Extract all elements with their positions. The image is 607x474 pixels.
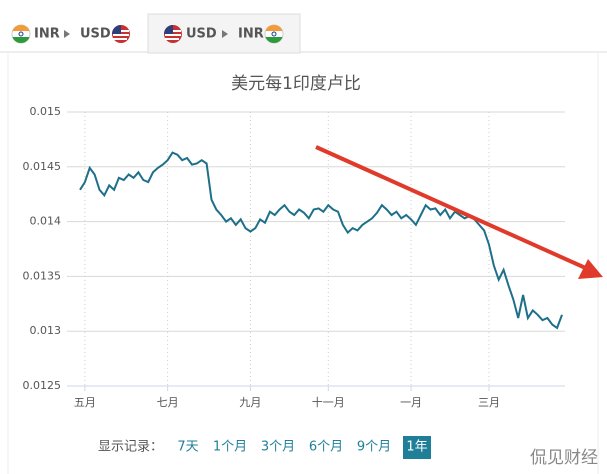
flag-india bbox=[11, 24, 31, 44]
flag-us bbox=[112, 25, 130, 43]
arrow-icon bbox=[64, 30, 70, 38]
range-label: 显示记录： bbox=[98, 440, 163, 455]
y-tick-label: 0.014 bbox=[30, 215, 62, 228]
range-option[interactable]: 9个月 bbox=[357, 440, 391, 455]
range-option[interactable]: 1个月 bbox=[213, 440, 247, 455]
annotation-arrowhead bbox=[578, 259, 603, 279]
range-option[interactable]: 7天 bbox=[177, 440, 198, 455]
range-option[interactable]: 1年 bbox=[406, 440, 427, 455]
x-tick-label: 一月 bbox=[400, 396, 422, 409]
arrow-icon bbox=[222, 30, 228, 38]
x-tick-label: 九月 bbox=[239, 396, 261, 409]
tab-from[interactable]: USD bbox=[186, 27, 217, 42]
range-option[interactable]: 6个月 bbox=[309, 440, 343, 455]
x-tick-label: 五月 bbox=[74, 396, 96, 409]
tab-to[interactable]: USD bbox=[80, 27, 111, 42]
y-tick-label: 0.013 bbox=[30, 324, 62, 337]
flag-india bbox=[264, 24, 284, 44]
tab-bar bbox=[0, 0, 607, 52]
line-series bbox=[79, 151, 563, 330]
y-tick-label: 0.0125 bbox=[23, 379, 62, 392]
x-tick-label: 七月 bbox=[157, 396, 179, 409]
tab-from[interactable]: INR bbox=[34, 27, 60, 42]
x-tick-label: 三月 bbox=[478, 396, 500, 409]
y-tick-label: 0.015 bbox=[30, 105, 62, 118]
tab-to[interactable]: INR bbox=[238, 27, 264, 42]
annotation-arrow bbox=[315, 145, 591, 272]
range-option[interactable]: 3个月 bbox=[261, 440, 295, 455]
chart-title: 美元每1印度卢比 bbox=[231, 74, 361, 94]
y-tick-label: 0.0145 bbox=[23, 160, 62, 173]
x-tick-label: 十一月 bbox=[312, 395, 345, 409]
y-tick-label: 0.0135 bbox=[23, 269, 62, 282]
watermark: 侃见财经 bbox=[530, 448, 598, 468]
flag-us bbox=[164, 25, 182, 43]
range-button-active[interactable] bbox=[403, 436, 431, 459]
